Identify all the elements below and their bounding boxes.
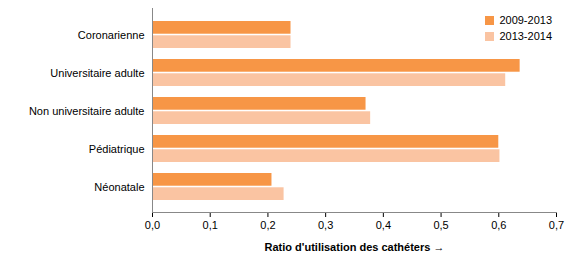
svg-text:0,1: 0,1 <box>203 219 218 231</box>
html-text:2009-2013: 2009-2013 <box>499 14 552 26</box>
svg-text:Pédiatrique: Pédiatrique <box>89 143 145 155</box>
svg-text:0,5: 0,5 <box>433 219 448 231</box>
svg-text:0,6: 0,6 <box>491 219 506 231</box>
svg-text:Ratio d'utilisation des cathét: Ratio d'utilisation des cathéters → <box>265 241 445 253</box>
svg-text:0,0: 0,0 <box>145 219 160 231</box>
svg-text:Coronarienne: Coronarienne <box>78 29 145 41</box>
svg-text:Néonatale: Néonatale <box>94 181 144 193</box>
svg-text:0,7: 0,7 <box>549 219 564 231</box>
svg-text:0,2: 0,2 <box>260 219 275 231</box>
svg-text:0,3: 0,3 <box>318 219 333 231</box>
svg-text:Universitaire adulte: Universitaire adulte <box>50 67 144 79</box>
html-text:2013-2014: 2013-2014 <box>499 30 552 42</box>
svg-text:Non universitaire adulte: Non universitaire adulte <box>29 105 145 117</box>
svg-text:0,4: 0,4 <box>376 219 391 231</box>
